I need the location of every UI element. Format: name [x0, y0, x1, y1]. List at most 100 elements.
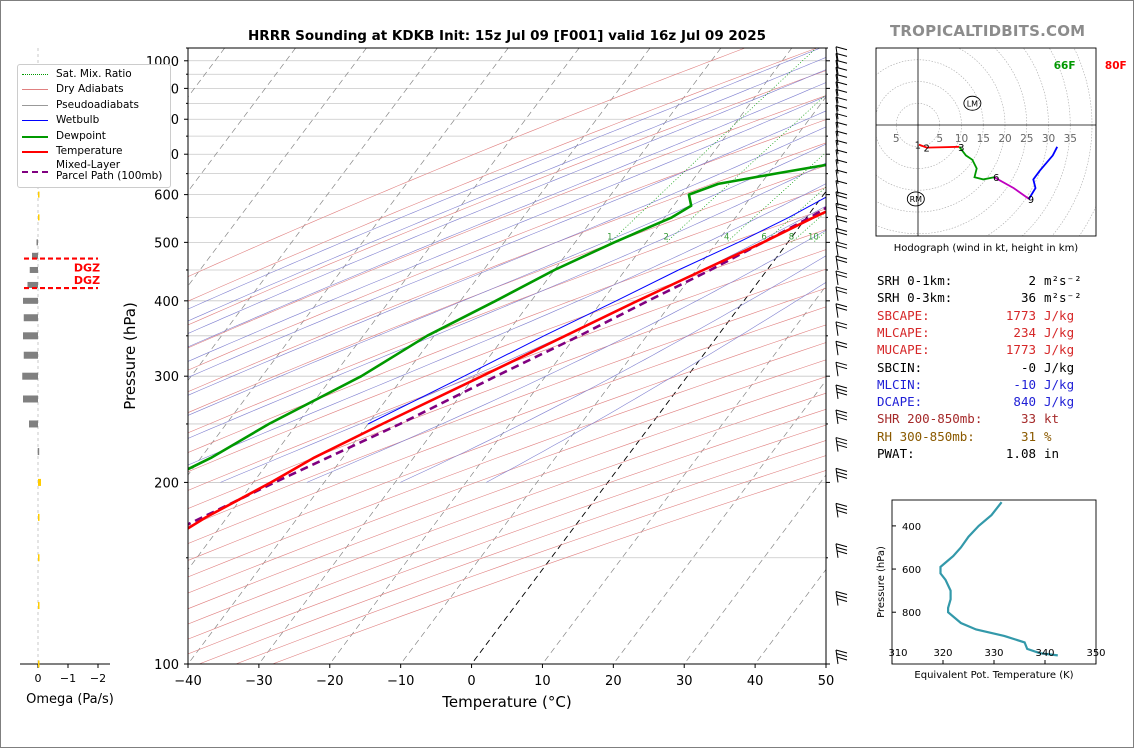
x-axis-label: Temperature (°C): [441, 693, 571, 711]
omega-axis-label: Omega (Pa/s): [26, 692, 114, 707]
wind-barb-flag: [836, 546, 848, 551]
index-value: 33: [1020, 411, 1036, 427]
wind-barb: [835, 255, 848, 271]
x-tick-label: −20: [316, 674, 343, 689]
wind-barb-flag: [835, 340, 848, 345]
dry-adiabat: [188, 324, 826, 561]
theta-e-line: [939, 501, 1058, 657]
wind-barb-staff: [835, 46, 839, 61]
wind-barb-flag: [835, 437, 848, 442]
wind-barb: [835, 649, 848, 665]
wind-barb: [835, 81, 848, 96]
mixing-ratio-label: 6: [761, 232, 766, 242]
pseudoadiabat: [188, 110, 826, 378]
dry-adiabat: [188, 342, 826, 578]
wind-barb-flag: [835, 384, 848, 389]
hodograph-caption: Hodograph (wind in kt, height in km): [894, 243, 1079, 254]
x-tick-label: −10: [387, 674, 414, 689]
mixing-ratio-label: 16: [856, 232, 867, 242]
wind-barb-flag: [835, 73, 848, 78]
hodograph-ring-label: 30: [1042, 133, 1055, 145]
wind-barb: [835, 88, 848, 104]
mixing-ratio-label: 24: [898, 232, 909, 242]
dry-adiabat: [188, 229, 826, 473]
omega-bar: [32, 252, 38, 259]
omega-bar: [38, 191, 40, 198]
mixing-ratio-line: [609, 48, 817, 243]
wind-barb-staff: [835, 180, 839, 195]
dry-adiabat: [188, 165, 826, 413]
dry-adiabat: [188, 249, 826, 491]
index-label: MLCIN:: [877, 376, 923, 392]
omega-bar: [23, 395, 38, 403]
isotherm-line: [754, 568, 826, 664]
chart-title: HRRR Sounding at KDKB Init: 15z Jul 09 […: [248, 28, 766, 44]
omega-bar: [37, 448, 40, 456]
wind-barb-flag: [836, 365, 848, 370]
wind-barb: [835, 303, 848, 318]
hodograph-marker-circle: [963, 95, 982, 111]
wind-barb-flag: [835, 81, 848, 86]
omega-bar: [38, 602, 40, 610]
omega-bar: [38, 478, 41, 486]
index-value: 36: [1020, 290, 1036, 306]
omega-bar: [23, 314, 38, 322]
x-tick-label: −30: [245, 674, 272, 689]
series-dewpoint: [188, 163, 826, 471]
isotherm-line: [542, 285, 826, 664]
dry-adiabat: [188, 48, 818, 302]
mixing-ratio-label: 2: [664, 232, 669, 242]
wind-barb-flag: [836, 391, 848, 396]
wind-barb-flag: [835, 46, 848, 51]
mixing-ratio-label: 10: [808, 232, 819, 242]
hodograph-area: 5 5 10 15 20 25 30 35 1 2 3 6 9 LM RM: [876, 48, 1096, 236]
dgz-label: DGZ: [74, 274, 100, 287]
legend-label: Sat. Mix. Ratio: [56, 67, 132, 80]
wind-barb-flag: [835, 649, 848, 654]
pseudoadiabat: [188, 143, 826, 416]
hodograph-height-label: 9: [1028, 195, 1034, 206]
wind-barb-staff: [835, 97, 839, 112]
omega-bar: [23, 332, 38, 340]
wind-barb-staff: [835, 159, 839, 174]
index-unit: J/kg: [1044, 359, 1075, 375]
index-label: SRH 0-1km:: [877, 273, 953, 288]
index-value: -0: [1020, 359, 1036, 375]
wind-barb-flag: [836, 258, 848, 263]
omega-bar: [29, 266, 38, 273]
omega-bar: [29, 420, 38, 428]
index-label: DCAPE:: [877, 394, 923, 410]
hodograph-height-label: 6: [993, 173, 999, 184]
index-unit: kt: [1044, 411, 1060, 427]
wind-barb-staff: [835, 122, 839, 137]
wind-barb-flag: [835, 255, 848, 260]
wind-barb-flag: [836, 550, 848, 555]
omega-tick-label: 0: [35, 672, 42, 685]
pseudoadiabat: [188, 48, 821, 310]
legend-swatch: [22, 145, 48, 157]
wind-barb-flag: [835, 502, 848, 507]
dry-adiabat: [188, 95, 826, 349]
dry-adiabat: [188, 359, 826, 594]
wind-barb-flag: [836, 388, 848, 392]
legend-swatch: [22, 130, 48, 142]
skewt-frame: [187, 47, 827, 665]
theta-e-y-tick-label: 600: [902, 565, 921, 576]
theta-e-x-label: Equivalent Pot. Temperature (K): [914, 670, 1073, 681]
legend-item-mix: Sat. Mix. Ratio: [22, 68, 132, 80]
wind-barb-staff: [835, 341, 839, 356]
legend-item-wetbulb: Wetbulb: [22, 114, 99, 126]
y-tick-label: 500: [154, 236, 179, 251]
hodograph-ring-label: 5: [936, 133, 943, 145]
wind-barb-flag: [836, 194, 848, 199]
wind-barb-staff: [835, 215, 839, 230]
mixing-ratio-line: [861, 48, 1089, 242]
wind-barb: [835, 104, 848, 120]
legend-item-temperature: Temperature: [22, 145, 123, 157]
index-unit: J/kg: [1044, 394, 1075, 410]
brand-watermark: TROPICALTIDBITS.COM: [890, 22, 1086, 40]
mixing-ratio-label: 4: [724, 232, 729, 242]
wind-barb: [835, 66, 848, 82]
mixing-ratio-line: [840, 48, 1066, 242]
omega-bar: [38, 513, 40, 521]
